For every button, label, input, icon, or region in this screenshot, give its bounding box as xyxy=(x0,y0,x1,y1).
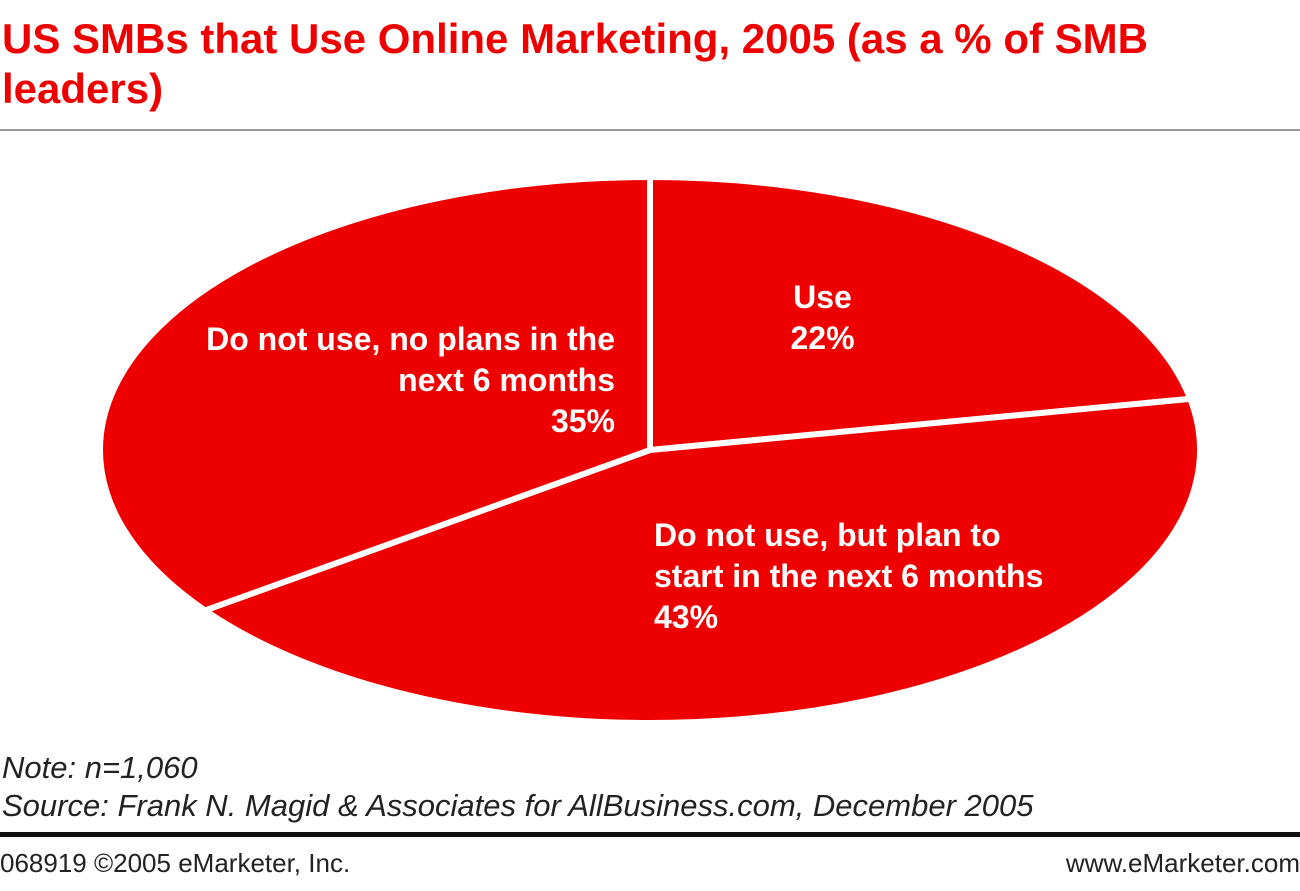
slice-category: Do not use, no plans in the next 6 month… xyxy=(206,321,615,398)
slice-category: Use xyxy=(793,279,852,315)
pie-slice xyxy=(202,395,1203,726)
source: Source: Frank N. Magid & Associates for … xyxy=(2,788,1034,823)
slice-label-group: Do not use, but plan to start in the nex… xyxy=(654,515,1059,638)
slice-value: 22% xyxy=(790,320,855,356)
slice-category: Do not use, but plan to start in the nex… xyxy=(654,517,1044,594)
pie-slice xyxy=(647,174,1194,453)
divider xyxy=(0,832,1300,837)
slice-value: 43% xyxy=(654,599,719,635)
pie-slice xyxy=(97,174,653,614)
slice-label-group: Use 22% xyxy=(700,277,945,359)
footer-left: 068919 ©2005 eMarketer, Inc. xyxy=(0,848,351,878)
slice-value: 35% xyxy=(550,403,615,439)
chart-title: US SMBs that Use Online Marketing, 2005 … xyxy=(2,15,1148,112)
footer-right: www.eMarketer.com xyxy=(1065,848,1300,878)
divider xyxy=(0,129,1300,131)
slice-label-group: Do not use, no plans in the next 6 month… xyxy=(195,319,615,442)
note: Note: n=1,060 xyxy=(2,750,198,785)
